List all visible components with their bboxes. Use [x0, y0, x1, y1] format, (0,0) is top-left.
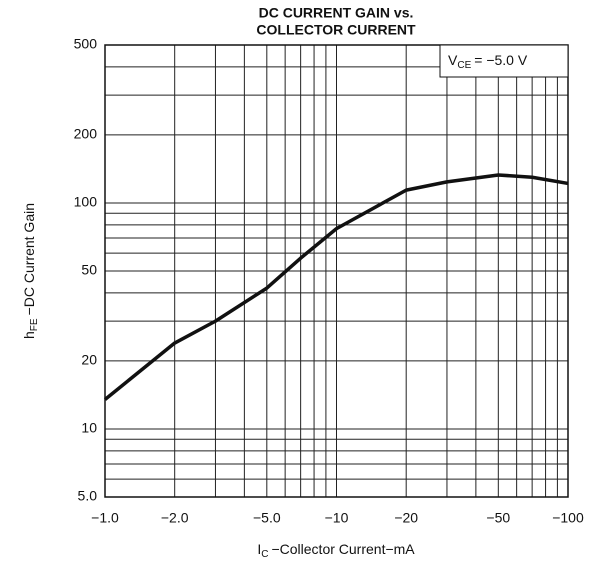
y-axis-label-main: h	[21, 331, 37, 339]
x-tick-label: −1.0	[91, 510, 119, 526]
x-tick-label: −5.0	[253, 510, 281, 526]
x-tick-label: −100	[552, 510, 584, 526]
x-tick-label: −20	[394, 510, 418, 526]
x-tick-label: −50	[486, 510, 510, 526]
annotation-main: V	[448, 52, 458, 68]
x-axis-label-rest: −Collector Current−mA	[271, 541, 415, 557]
annotation-sub: CE	[457, 60, 471, 71]
y-tick-label: 20	[81, 352, 97, 368]
plot-frame	[104, 44, 569, 498]
annotation-box	[439, 44, 569, 78]
y-tick-label: 5.0	[78, 488, 98, 504]
y-axis-label-sub: FE	[29, 318, 40, 331]
x-tick-label: −10	[325, 510, 349, 526]
x-axis-label: IC −Collector Current−mA	[257, 541, 415, 560]
y-tick-label: 500	[74, 36, 98, 52]
x-tick-label: −2.0	[161, 510, 189, 526]
y-tick-label: 100	[74, 194, 98, 210]
chart-title: COLLECTOR CURRENT	[256, 22, 416, 38]
y-axis-label: hFE −DC Current Gain	[21, 203, 40, 339]
y-tick-label: 50	[81, 262, 97, 278]
x-axis-label-main: I	[257, 541, 261, 557]
annotation-rest: = −5.0 V	[474, 52, 528, 68]
x-axis-label-sub: C	[261, 549, 268, 560]
y-axis-label-rest: −DC Current Gain	[21, 203, 37, 315]
y-tick-label: 10	[81, 420, 97, 436]
y-tick-label: 200	[74, 126, 98, 142]
chart-title: DC CURRENT GAIN vs.	[259, 5, 414, 21]
annotation: VCE = −5.0 V	[448, 52, 528, 71]
data-line	[103, 173, 569, 401]
